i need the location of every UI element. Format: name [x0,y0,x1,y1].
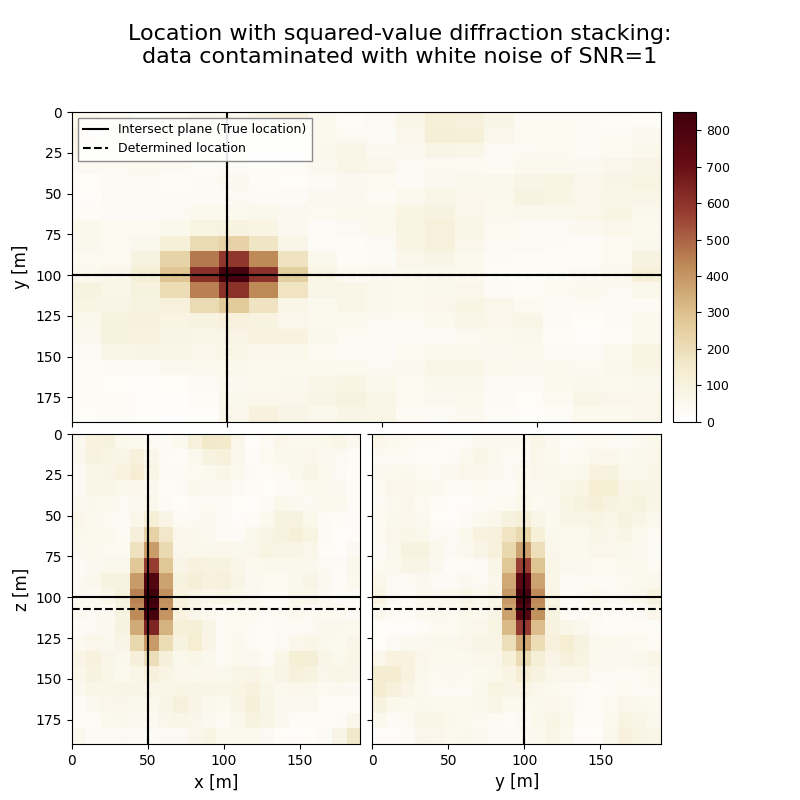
Y-axis label: z [m]: z [m] [12,567,30,610]
X-axis label: y [m]: y [m] [494,774,539,791]
X-axis label: x [m]: x [m] [194,774,238,791]
Legend: Intersect plane (True location), Determined location: Intersect plane (True location), Determi… [78,118,311,161]
Y-axis label: y [m]: y [m] [12,245,30,289]
Text: Location with squared-value diffraction stacking:
data contaminated with white n: Location with squared-value diffraction … [128,24,672,67]
